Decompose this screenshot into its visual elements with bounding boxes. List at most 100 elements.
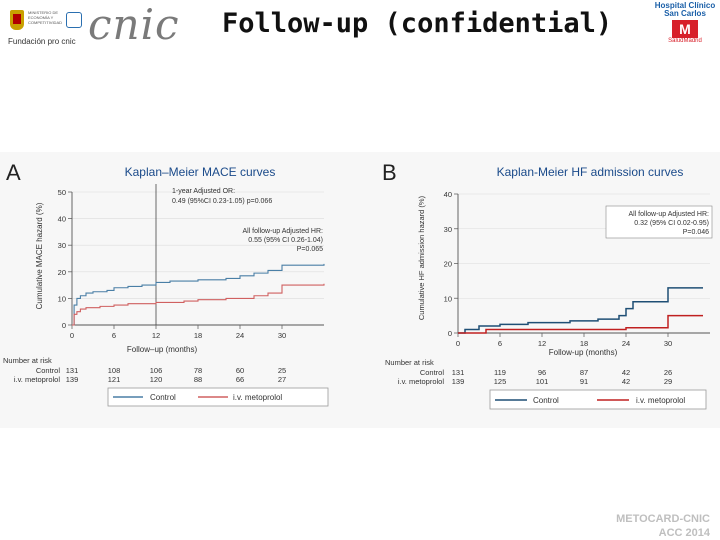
panel-b-risk-label-control: Control xyxy=(420,368,445,377)
panel-a-risk-label-metoprolol: i.v. metoprolol xyxy=(14,375,60,384)
panel-b-risk-value: 119 xyxy=(494,368,506,377)
panel-a-risk-value: 60 xyxy=(236,366,244,375)
panel-a-legend-metoprolol: i.v. metoprolol xyxy=(233,393,282,402)
panel-b-risk-value: 42 xyxy=(622,368,630,377)
panel-b-ytick-label: 10 xyxy=(444,294,452,303)
panel-b-annot-1: All follow-up Adjusted HR: xyxy=(628,211,709,218)
panel-b-series-metoprolol xyxy=(458,314,703,334)
km-figure-svg: A Kaplan–Meier MACE curves 0 10 20 30 40 50 0 6… xyxy=(3,160,713,410)
panel-a-ytick-label: 50 xyxy=(58,188,66,197)
cnic-logo-text: cnic xyxy=(88,0,180,49)
panel-a-ytick-label: 10 xyxy=(58,294,66,303)
footer-line-2: ACC 2014 xyxy=(658,527,710,539)
salud-madrid-text: SaludMadrid xyxy=(668,38,702,44)
ministerio-text: MINISTERIO DE ECONOMÍA Y COMPETITIVIDAD xyxy=(28,10,63,25)
panel-b-ytick-label: 20 xyxy=(444,260,452,269)
panel-a-annot-hr-2: 0.55 (95% CI 0.26-1.04) xyxy=(248,237,323,244)
panel-a-ytick-label: 0 xyxy=(62,321,66,330)
panel-a-xtick-label: 30 xyxy=(278,331,286,340)
panel-b-annot-box xyxy=(605,205,713,239)
panel-a-risk-value: 25 xyxy=(278,366,286,375)
panel-a-annot-or-2: 0.49 (95%CI 0.23-1.05) p=0.066 xyxy=(172,198,272,205)
panel-b-annot-2: 0.32 (95% CI 0.02-0.95) xyxy=(634,220,709,227)
panel-a-risk-value: 121 xyxy=(108,375,121,384)
hospital-name-1: Hospital Clínico xyxy=(654,1,716,10)
panel-a-risk-value: 78 xyxy=(194,366,202,375)
km-figure: A Kaplan–Meier MACE curves 0 10 20 30 40 50 0 6… xyxy=(0,152,720,428)
panel-b-legend-metoprolol: i.v. metoprolol xyxy=(636,396,685,405)
panel-b: B Kaplan-Meier HF admission curves 0 10 20… xyxy=(382,160,713,410)
salud-madrid-icon: M xyxy=(672,20,698,38)
panel-b-risk-value: 42 xyxy=(622,377,630,386)
panel-b-xtick-label: 12 xyxy=(538,339,546,348)
panel-a-xlabel: Follow–up (months) xyxy=(127,345,198,354)
panel-a-ytick-label: 30 xyxy=(58,241,66,250)
panel-b-risk-value: 91 xyxy=(580,377,588,386)
panel-b-risk-header: Number at risk xyxy=(385,358,434,367)
panel-b-risk-value: 101 xyxy=(536,377,549,386)
page-title: Follow-up (confidential) xyxy=(222,8,613,39)
panel-a-risk-value: 66 xyxy=(236,375,244,384)
panel-b-plot: 0 10 20 30 40 0 6 12 18 24 30 xyxy=(444,190,710,348)
panel-b-xtick-label: 30 xyxy=(664,339,672,348)
panel-a-annot-hr-1: All follow-up Adjusted HR: xyxy=(242,228,323,235)
panel-a-risk-value: 131 xyxy=(66,366,79,375)
panel-b-risk-value: 131 xyxy=(452,368,465,377)
panel-a-risk-values: 131 108 106 78 60 25 139 121 120 88 66 27 xyxy=(66,366,286,384)
agency-icon xyxy=(66,12,82,28)
panel-b-annot-3: P=0.046 xyxy=(683,229,709,236)
cnic-logo: cnic xyxy=(88,0,180,49)
panel-b-title: Kaplan-Meier HF admission curves xyxy=(497,165,684,179)
panel-b-series-control xyxy=(458,287,703,334)
panel-b-ytick-label: 30 xyxy=(444,225,452,234)
panel-b-ytick-label: 0 xyxy=(448,329,452,338)
panel-a-ytick-label: 20 xyxy=(58,268,66,277)
hospital-logo: Hospital Clínico San Carlos M SaludMadri… xyxy=(652,1,718,45)
panel-b-risk-label-metoprolol: i.v. metoprolol xyxy=(398,377,444,386)
panel-b-xtick-label: 18 xyxy=(580,339,588,348)
footer-line-1: METOCARD-CNIC xyxy=(616,513,710,525)
panel-a-ylabel: Cumulative MACE hazard (%) xyxy=(35,202,44,309)
ministerio-logo: MINISTERIO DE ECONOMÍA Y COMPETITIVIDAD … xyxy=(4,4,84,46)
footer-credit: METOCARD-CNIC ACC 2014 xyxy=(616,512,710,540)
panel-b-risk-value: 29 xyxy=(664,377,672,386)
panel-a-risk-value: 27 xyxy=(278,375,286,384)
panel-a-legend-control: Control xyxy=(150,393,176,402)
panel-a-risk-value: 88 xyxy=(194,375,202,384)
panel-a-ytick-label: 40 xyxy=(58,215,66,224)
panel-b-risk-value: 87 xyxy=(580,368,588,377)
hospital-name-2: San Carlos xyxy=(664,9,706,18)
panel-a-risk-value: 139 xyxy=(66,375,79,384)
panel-b-legend-control: Control xyxy=(533,396,559,405)
panel-a-annot-hr-3: P=0.065 xyxy=(297,246,323,253)
fundacion-logo: Fundación pro cnic xyxy=(8,37,76,46)
panel-a-risk-label-control: Control xyxy=(36,366,61,375)
panel-a-risk-header: Number at risk xyxy=(3,356,52,365)
panel-a-letter: A xyxy=(6,160,21,185)
panel-b-risk-value: 139 xyxy=(452,377,465,386)
panel-a-annot-or-1: 1-year Adjusted OR: xyxy=(172,188,235,195)
panel-b-xlabel: Follow-up (months) xyxy=(549,348,618,357)
panel-b-xtick-label: 24 xyxy=(622,339,630,348)
panel-b-risk-value: 125 xyxy=(494,377,507,386)
panel-a-risk-value: 108 xyxy=(108,366,121,375)
panel-a-xtick-label: 12 xyxy=(152,331,160,340)
slide-header: MINISTERIO DE ECONOMÍA Y COMPETITIVIDAD … xyxy=(0,0,720,52)
panel-a: A Kaplan–Meier MACE curves 0 10 20 30 40 50 0 6… xyxy=(3,160,329,407)
panel-b-xtick-label: 6 xyxy=(498,339,502,348)
coat-of-arms-icon xyxy=(10,10,24,30)
panel-b-ylabel: Cumulative HF admission hazard (%) xyxy=(417,195,426,320)
panel-a-xtick-label: 0 xyxy=(70,331,74,340)
panel-b-risk-value: 96 xyxy=(538,368,546,377)
panel-a-risk-value: 106 xyxy=(150,366,163,375)
panel-a-xtick-label: 24 xyxy=(236,331,244,340)
panel-a-title: Kaplan–Meier MACE curves xyxy=(125,165,276,179)
panel-b-risk-values: 131 119 96 87 42 26 139 125 101 91 42 29 xyxy=(452,368,672,386)
panel-a-series-control xyxy=(72,263,325,326)
panel-a-xtick-label: 18 xyxy=(194,331,202,340)
panel-a-xtick-label: 6 xyxy=(112,331,116,340)
panel-b-risk-value: 26 xyxy=(664,368,672,377)
panel-a-plot: 0 10 20 30 40 50 0 6 12 18 24 30 xyxy=(58,184,325,340)
panel-a-risk-value: 120 xyxy=(150,375,163,384)
panel-b-ytick-label: 40 xyxy=(444,190,452,199)
